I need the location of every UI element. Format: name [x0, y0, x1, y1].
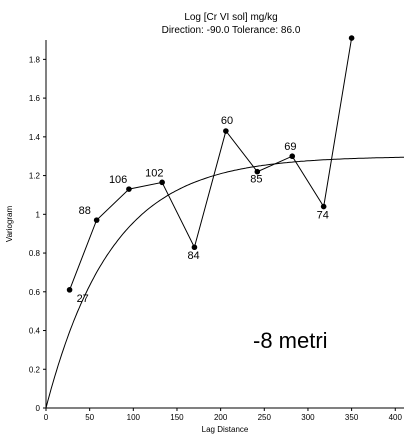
- depth-annotation: -8 metri: [253, 328, 328, 353]
- y-tick-label: 1.6: [29, 94, 41, 103]
- data-point: [320, 203, 327, 210]
- data-point: [348, 35, 355, 41]
- pair-count-label: 74: [317, 210, 329, 222]
- x-tick-label: 300: [301, 413, 315, 422]
- x-axis-ticks: 0 50 100 150 200 250 300 350 400: [44, 408, 403, 422]
- y-axis-ticks: 0 0.2 0.4 0.6 0.8 1 1.2 1.4 1.6 1.8: [29, 55, 46, 413]
- pair-count-label: 60: [221, 115, 233, 127]
- data-point: [254, 168, 261, 175]
- chart-subtitle: Direction: -90.0 Tolerance: 86.0: [162, 25, 301, 36]
- pair-count-labels: 27 88 106 102 84 60 85 69 74: [77, 115, 329, 305]
- data-point: [223, 128, 229, 134]
- pair-count-label: 69: [284, 141, 296, 153]
- x-tick-label: 350: [345, 413, 359, 422]
- y-tick-label: 1.4: [29, 133, 41, 142]
- x-axis-label: Lag Distance: [202, 425, 249, 434]
- data-point: [191, 244, 198, 251]
- pair-count-label: 85: [250, 174, 262, 186]
- y-tick-label: 0.8: [29, 249, 41, 258]
- pair-count-label: 88: [79, 205, 91, 217]
- y-tick-label: 0.2: [29, 365, 41, 374]
- pair-count-label: 106: [109, 174, 127, 186]
- y-axis-label: Variogram: [5, 206, 14, 243]
- y-tick-label: 1: [36, 210, 41, 219]
- y-tick-label: 0.4: [29, 327, 41, 336]
- chart-title: Log [Cr VI sol] mg/kg: [184, 12, 277, 23]
- x-tick-label: 200: [214, 413, 228, 422]
- x-tick-label: 0: [44, 413, 49, 422]
- data-point: [289, 153, 296, 160]
- data-point: [126, 186, 132, 192]
- x-tick-label: 50: [85, 413, 94, 422]
- y-tick-label: 0.6: [29, 288, 41, 297]
- experimental-variogram-line: [69, 38, 353, 291]
- pair-count-label: 102: [145, 167, 163, 179]
- model-curve: [45, 156, 404, 409]
- data-point: [66, 287, 73, 293]
- data-point: [93, 217, 100, 223]
- data-point: [159, 179, 165, 186]
- plot-frame: [45, 40, 404, 409]
- y-tick-label: 0: [36, 404, 41, 413]
- y-tick-label: 1.2: [29, 172, 41, 181]
- x-tick-label: 400: [389, 413, 403, 422]
- x-tick-label: 150: [170, 413, 184, 422]
- pair-count-label: 84: [187, 250, 199, 262]
- x-tick-label: 250: [258, 413, 272, 422]
- x-tick-label: 100: [127, 413, 141, 422]
- experimental-points: [66, 35, 355, 293]
- y-tick-label: 1.8: [29, 55, 41, 64]
- pair-count-label: 27: [77, 293, 89, 305]
